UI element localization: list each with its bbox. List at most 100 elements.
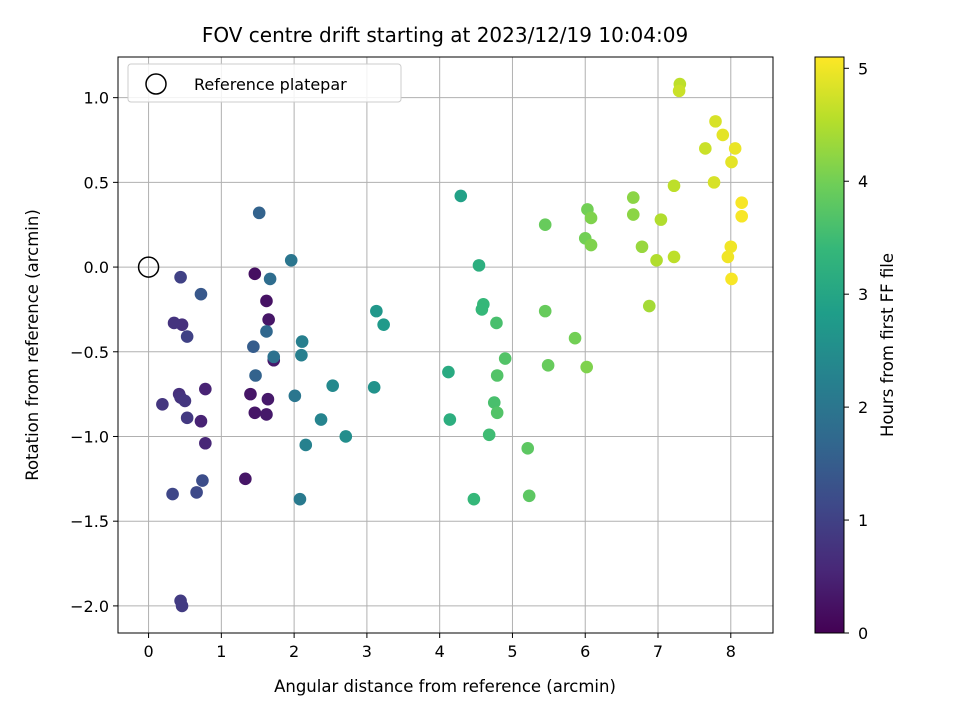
data-point xyxy=(522,489,536,503)
colorbar-tick-label: 3 xyxy=(858,285,868,304)
data-point xyxy=(650,253,663,267)
x-tick-label: 5 xyxy=(507,642,517,661)
data-point xyxy=(260,408,273,421)
data-point xyxy=(244,387,257,401)
data-point xyxy=(568,331,582,345)
data-point xyxy=(314,413,328,426)
data-point xyxy=(194,414,208,428)
data-point xyxy=(454,189,468,203)
data-point xyxy=(626,208,640,221)
data-point xyxy=(299,438,313,452)
y-axis-label: Rotation from reference (arcmin) xyxy=(23,209,42,481)
data-point xyxy=(260,294,273,308)
data-point xyxy=(699,142,712,155)
data-point xyxy=(175,599,189,613)
data-point xyxy=(482,428,496,442)
x-axis-label: Angular distance from reference (arcmin) xyxy=(274,677,616,696)
data-point xyxy=(199,436,212,450)
data-point xyxy=(487,396,501,409)
data-point xyxy=(541,359,555,372)
x-axis-ticks: 0 1 2 3 4 5 6 7 8 xyxy=(143,633,736,661)
x-tick-label: 1 xyxy=(216,642,226,661)
x-tick-label: 3 xyxy=(362,642,372,661)
data-point xyxy=(174,270,187,284)
data-point xyxy=(326,379,339,392)
data-point xyxy=(490,369,504,382)
data-point xyxy=(249,369,262,382)
data-point xyxy=(196,474,209,487)
x-tick-label: 7 xyxy=(653,642,663,661)
legend: Reference platepar xyxy=(127,63,402,103)
data-point xyxy=(180,330,194,343)
data-point xyxy=(642,299,656,313)
y-tick-label: −0.5 xyxy=(70,343,109,362)
colorbar-ticks: 0 1 2 3 4 5 xyxy=(844,59,868,643)
data-point xyxy=(180,411,194,425)
data-point xyxy=(735,196,749,209)
data-point xyxy=(667,250,681,264)
colorbar-tick-label: 1 xyxy=(858,511,868,530)
data-point xyxy=(667,179,681,193)
colorbar: 0 1 2 3 4 5 Hours from first FF file xyxy=(814,56,897,643)
data-point xyxy=(724,240,738,254)
data-point xyxy=(260,325,273,338)
data-point xyxy=(538,218,552,232)
data-point xyxy=(521,442,535,455)
data-point xyxy=(262,313,275,326)
grid-lines xyxy=(118,57,773,633)
data-point xyxy=(288,389,302,403)
data-point xyxy=(635,240,649,254)
data-point xyxy=(252,206,266,220)
y-tick-label: 1.0 xyxy=(84,89,109,108)
data-point xyxy=(716,128,730,142)
data-point xyxy=(538,304,552,318)
data-point xyxy=(166,487,179,501)
x-tick-label: 2 xyxy=(289,642,299,661)
legend-reference-marker xyxy=(145,73,167,95)
data-point xyxy=(442,365,455,379)
x-tick-label: 0 xyxy=(143,642,153,661)
data-point xyxy=(672,84,686,98)
colorbar-tick-label: 2 xyxy=(858,398,868,417)
data-point xyxy=(239,472,252,486)
data-point xyxy=(472,259,486,272)
data-point xyxy=(626,191,640,204)
colorbar-label: Hours from first FF file xyxy=(878,253,897,437)
data-point xyxy=(247,340,260,353)
x-tick-label: 4 xyxy=(435,642,445,661)
colorbar-tick-label: 0 xyxy=(858,624,868,643)
data-point xyxy=(721,250,735,264)
data-point xyxy=(156,397,169,411)
y-tick-label: 0.5 xyxy=(84,173,109,192)
data-point xyxy=(584,211,598,225)
data-point xyxy=(654,213,668,226)
data-point xyxy=(377,318,390,331)
y-tick-label: −1.0 xyxy=(70,427,109,446)
data-point xyxy=(194,287,208,301)
legend-label-reference: Reference platepar xyxy=(194,75,347,94)
data-point xyxy=(295,348,308,362)
data-point xyxy=(725,155,738,169)
plot-area-frame xyxy=(117,56,774,634)
data-point xyxy=(725,272,738,286)
data-point xyxy=(443,413,457,426)
data-point xyxy=(370,304,383,318)
data-point xyxy=(248,406,262,420)
data-point xyxy=(284,253,298,267)
data-point xyxy=(263,272,277,286)
colorbar-gradient xyxy=(814,56,845,634)
legend-box xyxy=(127,63,402,103)
data-point xyxy=(267,350,281,364)
colorbar-tick-label: 5 xyxy=(858,59,868,78)
y-tick-label: 0.0 xyxy=(84,258,109,277)
data-point xyxy=(490,406,504,420)
x-tick-label: 8 xyxy=(726,642,736,661)
data-point xyxy=(339,430,353,443)
data-point xyxy=(261,392,275,406)
data-point xyxy=(709,115,722,128)
data-point xyxy=(178,394,192,408)
y-tick-label: −2.0 xyxy=(70,597,109,616)
data-point xyxy=(190,486,203,499)
